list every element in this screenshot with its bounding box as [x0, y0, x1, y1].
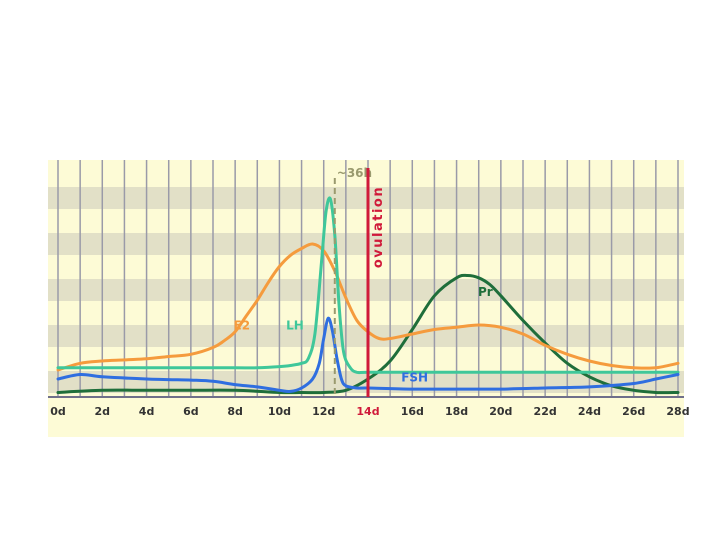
- ovulation-label: ovulation: [371, 186, 386, 268]
- x-tick-label: 26d: [622, 405, 645, 418]
- grid-band: [48, 187, 684, 209]
- x-tick-label: 18d: [445, 405, 468, 418]
- lh-peak-annotation: ~36h: [337, 166, 372, 180]
- x-tick-label: 2d: [95, 405, 111, 418]
- x-tick-label: 16d: [401, 405, 424, 418]
- series-line-fsh: [56, 316, 680, 393]
- x-tick-label: 4d: [139, 405, 155, 418]
- x-tick-label: 22d: [534, 405, 557, 418]
- vertical-gridlines: [57, 160, 679, 397]
- grid-band: [48, 325, 684, 347]
- x-tick-label: 12d: [312, 405, 335, 418]
- x-tick-label: 10d: [268, 405, 291, 418]
- x-tick-label: 0d: [50, 405, 66, 418]
- series-label-pr: Pr: [478, 285, 493, 299]
- series-line-pr: [56, 273, 680, 395]
- x-tick-label: 8d: [227, 405, 243, 418]
- x-tick-label: 24d: [578, 405, 601, 418]
- x-tick-label: 14d: [356, 405, 379, 418]
- grid-band: [48, 233, 684, 255]
- series-line-lh: [56, 196, 680, 375]
- series-label-fsh: FSH: [401, 370, 428, 384]
- x-tick-label: 20d: [489, 405, 512, 418]
- x-tick-label: 6d: [183, 405, 199, 418]
- grid-band: [48, 279, 684, 301]
- x-tick-label: 28d: [666, 405, 689, 418]
- series-labels: E2 LH FSH Pr: [234, 285, 493, 385]
- series-label-e2: E2: [234, 319, 251, 333]
- x-tick-labels: 0d 2d 4d 6d 8d 10d 12d 14d 16d 18d 20d 22d 24d 26d 28d: [50, 405, 689, 418]
- series-label-lh: LH: [286, 319, 304, 333]
